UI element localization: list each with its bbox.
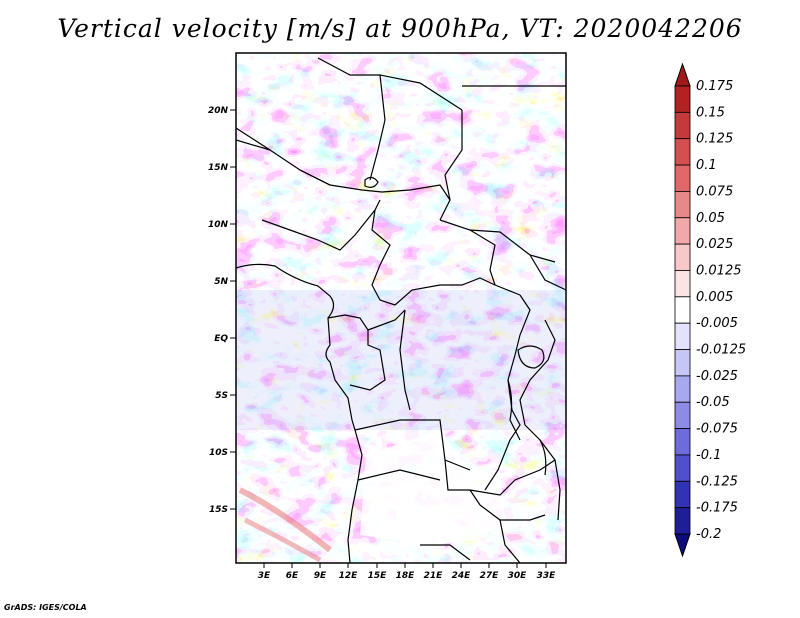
colorbar-segment [674, 507, 691, 535]
lat-label-15s: 15S [209, 505, 228, 515]
colorbar-label: -0.05 [696, 395, 730, 410]
colorbar-segment [674, 428, 691, 456]
colorbar-segment [674, 296, 691, 324]
colorbar-label: 0.125 [696, 132, 733, 147]
latitude-axis: 20N 15N 10N 5N EQ 5S 10S 15S [208, 106, 236, 515]
colorbar-label: 0.025 [696, 237, 733, 252]
colorbar-segment [674, 111, 691, 140]
lat-label-10s: 10S [209, 448, 228, 458]
colorbar-segment [674, 217, 691, 245]
colorbar-label: -0.025 [696, 369, 738, 384]
grads-credit: GrADS: IGES/COLA [4, 603, 87, 612]
colorbar-label: 0.075 [696, 184, 733, 199]
colorbar-top-arrow [674, 62, 691, 87]
colorbar-segment [674, 138, 691, 166]
longitude-axis: 3E 6E 9E 12E 15E 18E 21E 24E 27E 30E 33E [258, 563, 556, 581]
colorbar-segment [674, 349, 691, 377]
map-frame [235, 52, 567, 564]
lon-label-15e: 15E [368, 571, 388, 581]
map-title: Vertical velocity [m/s] at 900hPa, VT: 2… [57, 14, 743, 43]
lon-label-12e: 12E [339, 571, 359, 581]
lon-label-9e: 9E [314, 571, 327, 581]
colorbar-segment [674, 454, 691, 482]
colorbar-label: -0.005 [696, 316, 738, 331]
lon-label-3e: 3E [258, 571, 271, 581]
colorbar-segment [674, 401, 691, 429]
colorbar-label: -0.2 [696, 527, 721, 542]
country-borders [236, 57, 566, 563]
colorbar-segment [674, 375, 691, 403]
lat-label-eq: EQ [214, 334, 228, 344]
lon-label-18e: 18E [396, 571, 416, 581]
velocity-field [236, 53, 566, 563]
colorbar-label: -0.1 [696, 448, 721, 463]
colorbar-label: -0.175 [696, 501, 738, 516]
colorbar-segment [674, 85, 691, 113]
colorbar-label: -0.0125 [696, 343, 746, 358]
lat-label-15n: 15N [208, 163, 229, 173]
lon-label-6e: 6E [286, 571, 299, 581]
colorbar-segment [674, 243, 691, 271]
colorbar-segment [674, 191, 691, 219]
lon-label-30e: 30E [508, 571, 528, 581]
colorbar-label: -0.125 [696, 474, 738, 489]
colorbar: 0.175 0.15 0.125 0.1 0.075 0.05 0.025 0.0125 0.0… [674, 62, 746, 558]
colorbar-label: 0.15 [696, 105, 725, 120]
colorbar-label: 0.175 [696, 79, 733, 94]
colorbar-label: 0.1 [696, 158, 717, 173]
lon-label-27e: 27E [480, 571, 500, 581]
colorbar-bottom-arrow [674, 533, 691, 558]
lat-label-10n: 10N [208, 220, 229, 230]
lon-label-33e: 33E [537, 571, 557, 581]
colorbar-label: 0.005 [696, 290, 733, 305]
lat-label-5s: 5S [215, 391, 228, 401]
colorbar-segment [674, 270, 691, 298]
colorbar-segment [674, 322, 691, 350]
colorbar-label: 0.0125 [696, 263, 742, 278]
colorbar-segment [674, 164, 691, 192]
lon-label-24e: 24E [452, 571, 472, 581]
colorbar-segment [674, 480, 691, 509]
lon-label-21e: 21E [424, 571, 444, 581]
lat-label-20n: 20N [208, 106, 229, 116]
colorbar-label: 0.05 [696, 211, 725, 226]
colorbar-label: -0.075 [696, 422, 738, 437]
lat-label-5n: 5N [214, 277, 228, 287]
